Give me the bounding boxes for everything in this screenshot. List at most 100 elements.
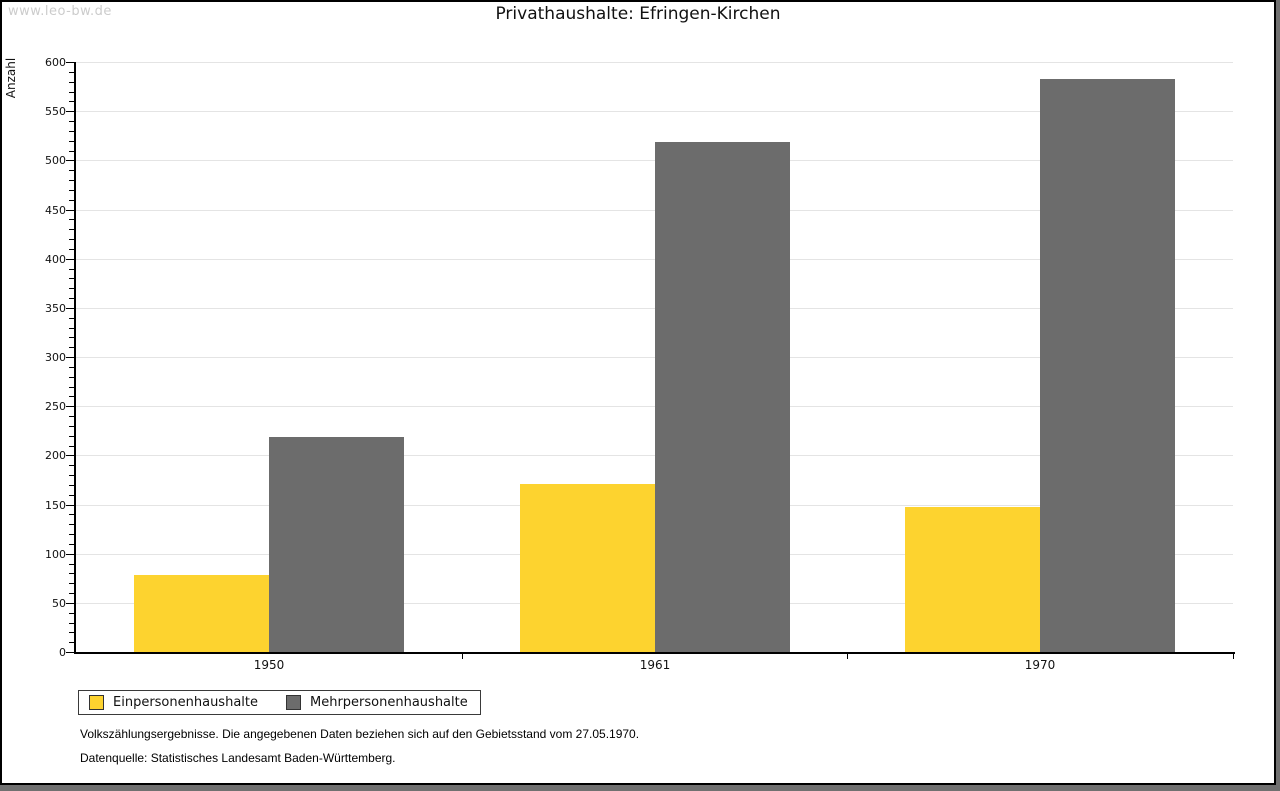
y-minor-tick <box>69 190 74 191</box>
y-tick-150 <box>66 505 74 506</box>
y-minor-tick <box>69 131 74 132</box>
y-minor-tick <box>69 318 74 319</box>
y-tick-label-350: 350 <box>45 302 66 315</box>
y-minor-tick <box>69 534 74 535</box>
y-minor-tick <box>69 623 74 624</box>
y-minor-tick <box>69 337 74 338</box>
y-minor-tick <box>69 387 74 388</box>
y-minor-tick <box>69 416 74 417</box>
gridline-300 <box>76 357 1233 358</box>
legend-item: Einpersonenhaushalte <box>89 695 258 710</box>
y-minor-tick <box>69 72 74 73</box>
y-minor-tick <box>69 82 74 83</box>
plot-area <box>76 62 1233 652</box>
y-minor-tick <box>69 436 74 437</box>
y-tick-label-550: 550 <box>45 105 66 118</box>
y-minor-tick <box>69 514 74 515</box>
y-tick-0 <box>66 652 74 653</box>
y-minor-tick <box>69 249 74 250</box>
y-minor-tick <box>69 396 74 397</box>
y-minor-tick <box>69 465 74 466</box>
bar-1970-Mehrpersonenhaushalte <box>1040 79 1175 652</box>
y-tick-label-250: 250 <box>45 400 66 413</box>
legend-label: Einpersonenhaushalte <box>113 695 258 710</box>
y-tick-label-100: 100 <box>45 548 66 561</box>
legend-swatch-mehrpersonenhaushalte <box>286 695 301 710</box>
y-minor-tick <box>69 524 74 525</box>
y-minor-tick <box>69 593 74 594</box>
y-minor-tick <box>69 269 74 270</box>
gridline-450 <box>76 209 1233 211</box>
y-minor-tick <box>69 92 74 93</box>
y-tick-550 <box>66 111 74 112</box>
gridline-250 <box>76 406 1233 408</box>
y-minor-tick <box>69 632 74 633</box>
y-minor-tick <box>69 278 74 279</box>
y-minor-tick <box>69 239 74 240</box>
y-axis-line <box>74 62 76 654</box>
gridline-350 <box>76 307 1233 309</box>
y-minor-tick <box>69 583 74 584</box>
y-tick-100 <box>66 554 74 555</box>
y-minor-tick <box>69 200 74 201</box>
y-minor-tick <box>69 328 74 329</box>
x-tick-label-1961: 1961 <box>639 658 671 672</box>
y-minor-tick <box>69 298 74 299</box>
y-tick-450 <box>66 210 74 211</box>
y-minor-tick <box>69 121 74 122</box>
bar-1961-Einpersonenhaushalte <box>520 484 655 652</box>
chart-title: Privathaushalte: Efringen-Kirchen <box>495 4 781 24</box>
y-tick-label-600: 600 <box>45 56 66 69</box>
y-minor-tick <box>69 544 74 545</box>
legend: Einpersonenhaushalte Mehrpersonenhaushal… <box>78 690 481 715</box>
x-tick-label-1970: 1970 <box>1024 658 1056 672</box>
y-minor-tick <box>69 229 74 230</box>
x-boundary-tick <box>847 654 848 659</box>
y-minor-tick <box>69 101 74 102</box>
y-tick-label-0: 0 <box>59 646 66 659</box>
y-tick-350 <box>66 308 74 309</box>
x-boundary-tick <box>1233 654 1234 659</box>
y-tick-label-200: 200 <box>45 449 66 462</box>
y-tick-label-500: 500 <box>45 154 66 167</box>
gridline-400 <box>76 258 1233 260</box>
x-axis-line <box>74 652 1235 654</box>
y-minor-tick <box>69 377 74 378</box>
y-tick-500 <box>66 160 74 161</box>
y-minor-tick <box>69 564 74 565</box>
y-tick-50 <box>66 603 74 604</box>
footnote-datenquelle: Datenquelle: Statistisches Landesamt Bad… <box>80 751 396 765</box>
bar-1961-Mehrpersonenhaushalte <box>655 142 790 652</box>
y-axis-label: Anzahl <box>4 57 18 99</box>
y-tick-label-300: 300 <box>45 351 66 364</box>
y-tick-200 <box>66 455 74 456</box>
bar-1970-Einpersonenhaushalte <box>905 507 1040 652</box>
y-tick-label-400: 400 <box>45 253 66 266</box>
bar-1950-Mehrpersonenhaushalte <box>269 437 404 652</box>
y-tick-250 <box>66 406 74 407</box>
y-minor-tick <box>69 613 74 614</box>
bar-1950-Einpersonenhaushalte <box>134 575 269 652</box>
y-tick-label-150: 150 <box>45 499 66 512</box>
gridline-600 <box>76 62 1233 63</box>
legend-label: Mehrpersonenhaushalte <box>310 695 468 710</box>
y-minor-tick <box>69 170 74 171</box>
y-tick-label-450: 450 <box>45 204 66 217</box>
y-minor-tick <box>69 219 74 220</box>
y-minor-tick <box>69 446 74 447</box>
y-minor-tick <box>69 495 74 496</box>
y-tick-600 <box>66 62 74 63</box>
gridline-500 <box>76 160 1233 162</box>
y-minor-tick <box>69 426 74 427</box>
legend-swatch-einpersonenhaushalte <box>89 695 104 710</box>
x-boundary-tick <box>462 654 463 659</box>
y-tick-label-50: 50 <box>52 597 66 610</box>
y-minor-tick <box>69 347 74 348</box>
y-minor-tick <box>69 367 74 368</box>
y-minor-tick <box>69 141 74 142</box>
y-minor-tick <box>69 180 74 181</box>
y-tick-400 <box>66 259 74 260</box>
y-minor-tick <box>69 642 74 643</box>
